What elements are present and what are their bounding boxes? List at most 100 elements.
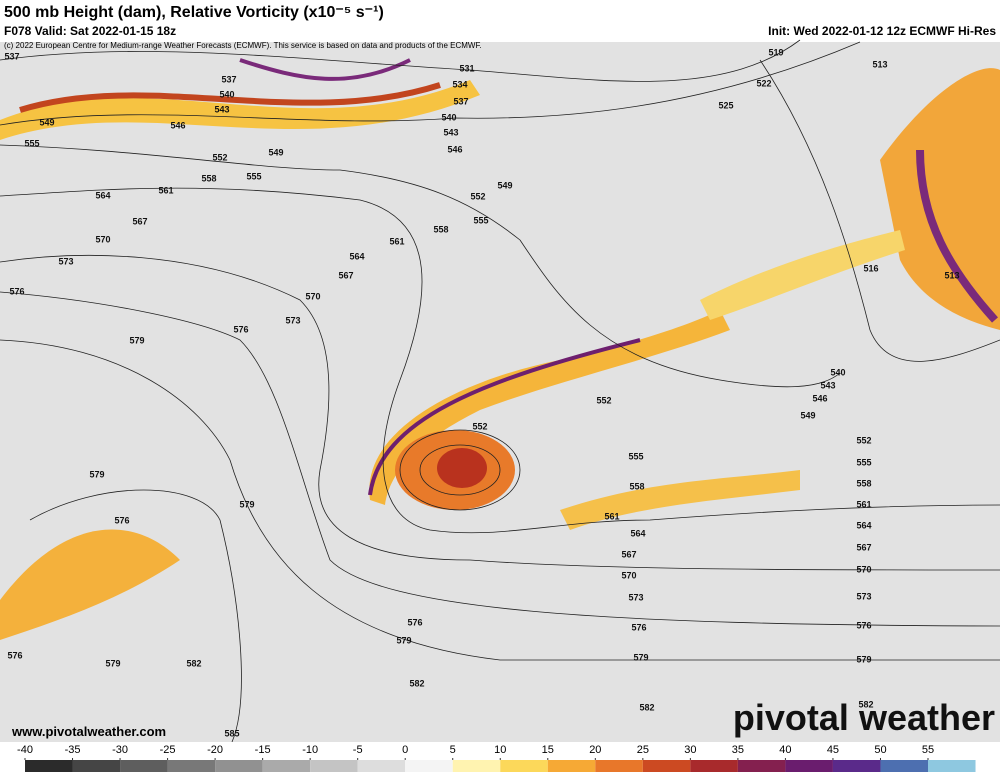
colorbar-segment: [452, 760, 501, 772]
contour-label: 579: [856, 654, 871, 664]
colorbar-tick-label: -30: [112, 744, 128, 756]
contour-label: 567: [338, 270, 353, 280]
colorbar-segment: [595, 760, 643, 772]
colorbar-tick-label: 5: [450, 744, 456, 756]
contour-label: 573: [58, 256, 73, 266]
contour-label: 534: [452, 79, 467, 89]
contour-label: 579: [89, 469, 104, 479]
colorbar-tick-label: -10: [302, 744, 318, 756]
contour-label: 555: [628, 451, 643, 461]
contour-label: 558: [629, 481, 644, 491]
contour-label: 561: [604, 511, 619, 521]
contour-label: 561: [389, 236, 404, 246]
contour-label: 579: [633, 652, 648, 662]
contour-label: 540: [219, 89, 234, 99]
colorbar-segment: [120, 760, 168, 772]
title: 500 mb Height (dam), Relative Vorticity …: [4, 4, 384, 21]
contour-label: 567: [132, 216, 147, 226]
colorbar-tick-label: -35: [65, 744, 81, 756]
contour-label: 564: [856, 520, 871, 530]
contour-label: 567: [856, 542, 871, 552]
colorbar-tick-label: 30: [684, 744, 696, 756]
height-contours: [0, 39, 1000, 743]
contour-label: 579: [396, 635, 411, 645]
contour-label: 555: [246, 171, 261, 181]
colorbar-segment: [72, 760, 121, 772]
colorbar-segment: [405, 760, 453, 772]
colorbar-tick-label: -15: [255, 744, 271, 756]
contour-label: 540: [441, 112, 456, 122]
contour-label: 579: [105, 658, 120, 668]
header-bar: [0, 0, 1000, 42]
contour-label: 549: [39, 117, 54, 127]
colorbar-segment: [690, 760, 738, 772]
colorbar-tick-label: 0: [402, 744, 408, 756]
colorbar-segment: [928, 760, 976, 772]
logo: pivotal weather: [733, 697, 995, 738]
contour-label: 564: [630, 528, 645, 538]
contour-label: 570: [95, 234, 110, 244]
colorbar-segment: [215, 760, 263, 772]
colorbar-segment: [262, 760, 311, 772]
contour-label: 573: [856, 591, 871, 601]
contour-label: 549: [800, 410, 815, 420]
colorbar-tick-label: 35: [732, 744, 744, 756]
contour-label: 579: [129, 335, 144, 345]
colorbar-tick-label: 20: [589, 744, 601, 756]
contour-label: 552: [472, 421, 487, 431]
contour-label: 558: [433, 224, 448, 234]
colorbar-segment: [357, 760, 406, 772]
colorbar-segment: [642, 760, 691, 772]
vorticity-band: [880, 68, 1000, 330]
contour-label: 570: [856, 564, 871, 574]
contour-label: 543: [214, 104, 229, 114]
contour-label: 570: [305, 291, 320, 301]
colorbar-tick-label: -20: [207, 744, 223, 756]
contour-label: 519: [768, 47, 783, 57]
contour-label: 582: [186, 658, 201, 668]
contour-label: 513: [872, 59, 887, 69]
vorticity-center: [437, 448, 487, 488]
contour-label: 552: [856, 435, 871, 445]
map: 537 531 534 537 540 537 543 546 549 540 543 546 549 5…: [0, 39, 1000, 743]
vorticity-max: [239, 58, 411, 81]
colorbar-tick-label: -5: [353, 744, 363, 756]
contour-label: 573: [628, 592, 643, 602]
contour-label: 546: [170, 120, 185, 130]
contour-label: 582: [639, 702, 654, 712]
contour-label: 564: [95, 190, 110, 200]
contour-label: 576: [9, 286, 24, 296]
valid-time: F078 Valid: Sat 2022-01-15 18z: [4, 24, 176, 38]
colorbar-tick-label: 10: [494, 744, 506, 756]
contour-label: 549: [497, 180, 512, 190]
contour-label: 537: [453, 96, 468, 106]
contour-label: 576: [856, 620, 871, 630]
vorticity-band: [560, 470, 800, 530]
contour-label: 513: [944, 270, 959, 280]
contour-label: 582: [409, 678, 424, 688]
vorticity-band: [369, 310, 730, 505]
contour-label: 543: [443, 127, 458, 137]
colorbar-segment: [785, 760, 833, 772]
colorbar-tick-label: 25: [637, 744, 649, 756]
contour-label: 585: [224, 728, 239, 738]
colorbar-segment: [737, 760, 786, 772]
contour-label: 567: [621, 549, 636, 559]
contour-label: 561: [158, 185, 173, 195]
vorticity-max: [368, 338, 641, 496]
contour-label: 516: [863, 263, 878, 273]
contour-label: 576: [407, 617, 422, 627]
credit: (c) 2022 European Centre for Medium-rang…: [4, 41, 482, 50]
contour-label: 558: [856, 478, 871, 488]
contour-label: 540: [830, 367, 845, 377]
contour-label: 570: [621, 570, 636, 580]
contour-label: 555: [856, 457, 871, 467]
colorbar-segment: [880, 760, 928, 772]
colorbar-tick-label: 55: [922, 744, 934, 756]
contour-label: 552: [212, 152, 227, 162]
contour-label: 555: [473, 215, 488, 225]
colorbar-segment: [310, 760, 358, 772]
contour-label: 582: [858, 699, 873, 709]
contour-label: 579: [239, 499, 254, 509]
